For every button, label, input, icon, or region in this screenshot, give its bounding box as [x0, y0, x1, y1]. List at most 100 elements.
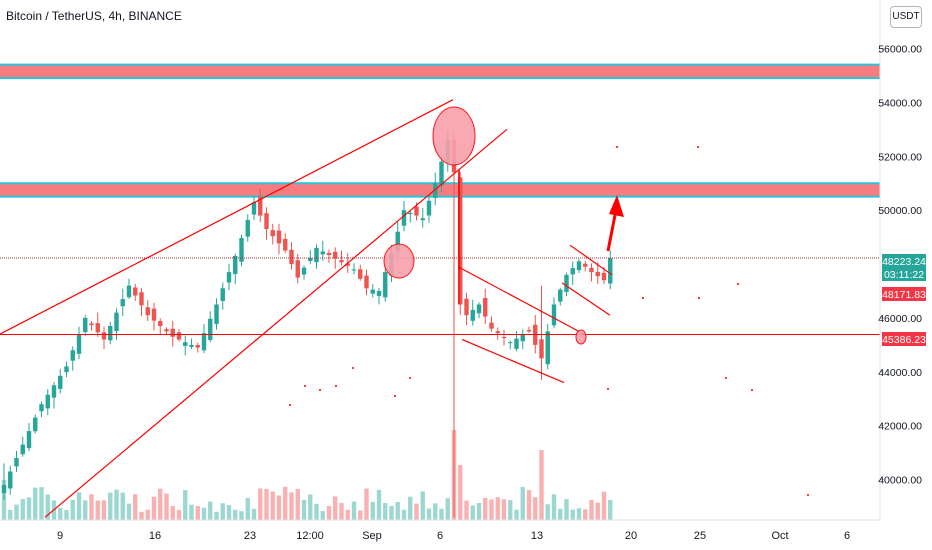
- marker-dot: [607, 388, 609, 390]
- volume-bar: [164, 493, 169, 520]
- volume-bar: [233, 509, 238, 520]
- candle-body: [220, 288, 225, 302]
- volume-bar: [314, 503, 319, 520]
- volume-bar: [576, 508, 582, 520]
- candle-body: [476, 304, 482, 314]
- volume-bar: [195, 506, 200, 520]
- marker-dot: [394, 395, 396, 397]
- volume-bar: [26, 497, 32, 520]
- time-axis[interactable]: 9 16 23 12:00 Sep 6 13 20 25 Oct 6: [0, 519, 880, 542]
- candle-body: [320, 251, 325, 255]
- volume-bar: [326, 505, 332, 520]
- volume-bar: [301, 499, 307, 520]
- candle-body: [151, 308, 157, 321]
- candle-body: [176, 332, 182, 340]
- marker-dot: [319, 389, 321, 391]
- volume-bar: [251, 508, 257, 520]
- volume-bar: [595, 502, 600, 520]
- small-circle: [575, 329, 587, 345]
- volume-bar: [276, 495, 282, 520]
- marker-dot: [409, 377, 411, 379]
- candle-body: [133, 287, 138, 296]
- marker-dot: [289, 404, 291, 406]
- time-tick-label: 6: [844, 530, 850, 542]
- candle-body: [458, 177, 463, 305]
- volume-bar: [8, 509, 13, 520]
- candle-body: [233, 255, 238, 275]
- candle-body: [539, 339, 544, 359]
- candle-body: [370, 289, 375, 294]
- volume-bar: [45, 494, 50, 520]
- volume-bar: [395, 502, 400, 520]
- marker-dot: [698, 297, 700, 299]
- volume-bar: [214, 511, 219, 520]
- candle-body: [501, 337, 507, 339]
- volume-bar: [345, 509, 350, 520]
- prev-close-label: 48171.83: [882, 289, 926, 301]
- volume-bar: [133, 494, 138, 520]
- time-tick-label: 25: [694, 530, 706, 542]
- price-tick-label: 50000.00: [878, 205, 922, 217]
- candle-body: [414, 206, 419, 216]
- resistance-zone-2: [0, 183, 880, 197]
- volume-bar: [101, 500, 107, 520]
- candle-body: [26, 431, 32, 449]
- volume-bar: [95, 500, 100, 520]
- volume-bar: [33, 487, 38, 520]
- candle-body: [170, 328, 175, 337]
- channel-upper-line: [457, 266, 585, 335]
- candle-body: [245, 220, 250, 237]
- candle-body: [1, 484, 7, 494]
- volume-bar: [120, 492, 125, 520]
- candle-body: [145, 307, 150, 316]
- volume-bars: [1, 430, 613, 520]
- volume-bar: [351, 501, 357, 520]
- volume-bar: [308, 494, 313, 520]
- price-axis[interactable]: 56000.00 54000.00 52000.00 50000.00 46000.00…: [878, 0, 922, 520]
- candle-body: [45, 394, 50, 409]
- volume-bar: [495, 497, 500, 520]
- volume-bar: [476, 502, 482, 520]
- candle-body: [308, 257, 313, 262]
- top-circle: [432, 106, 476, 166]
- candle-body: [158, 321, 163, 327]
- volume-bar: [158, 488, 163, 520]
- volume-bar: [558, 508, 563, 520]
- candle-body: [51, 385, 57, 398]
- wedge-lower-line: [44, 128, 508, 518]
- time-tick-label: 16: [149, 530, 161, 542]
- candle-body: [264, 213, 269, 230]
- currency-button[interactable]: USDT: [890, 6, 922, 28]
- trend-drawings: [0, 99, 880, 518]
- candle-body: [70, 350, 75, 361]
- last-price-label: 48223.24: [882, 256, 926, 268]
- time-tick-label: 23: [244, 530, 256, 542]
- volume-bar: [389, 506, 394, 520]
- volume-bar: [320, 511, 325, 520]
- price-tick-label: 46000.00: [878, 313, 922, 325]
- volume-bar: [383, 503, 388, 520]
- retest-circle: [383, 243, 415, 279]
- marker-dot: [751, 389, 753, 391]
- time-tick-label: Oct: [771, 530, 788, 542]
- volume-bar: [70, 499, 75, 520]
- volume-bar: [483, 497, 488, 520]
- candle-body: [601, 272, 607, 281]
- time-tick-label: 6: [437, 530, 443, 542]
- candle-body: [226, 272, 232, 283]
- volume-bar: [145, 509, 150, 520]
- volume-bar: [470, 505, 475, 520]
- candle-body: [189, 344, 194, 347]
- candle-body: [120, 299, 125, 307]
- candle-body: [595, 271, 600, 277]
- time-tick-label: 9: [57, 530, 63, 542]
- candle-body: [570, 268, 575, 275]
- volume-bar: [489, 499, 494, 520]
- candle-body: [251, 202, 257, 215]
- volume-bar: [564, 499, 569, 520]
- candle-body: [39, 404, 44, 412]
- candle-body: [33, 417, 38, 432]
- flag-upper-line: [569, 244, 613, 276]
